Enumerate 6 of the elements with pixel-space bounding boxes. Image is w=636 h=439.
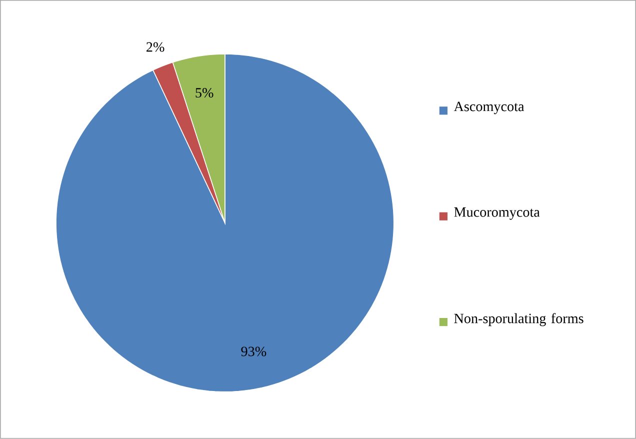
legend-label: Ascomycota: [454, 102, 524, 114]
data-label: 93%: [241, 346, 266, 356]
legend-label: Mucoromycota: [454, 208, 540, 220]
legend-label: Non-sporulating forms: [454, 313, 584, 326]
data-label: 5%: [196, 88, 214, 98]
data-label: 2%: [146, 42, 164, 52]
